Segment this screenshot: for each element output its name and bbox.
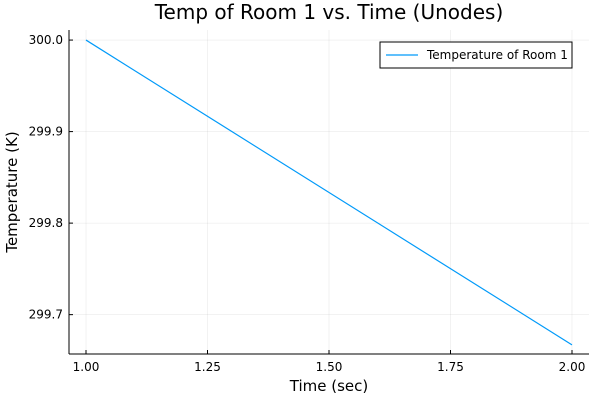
- y-tick-label: 300.0: [29, 33, 63, 47]
- chart-title: Temp of Room 1 vs. Time (Unodes): [154, 0, 504, 24]
- x-tick-label: 2.00: [559, 360, 586, 374]
- y-axis-label: Temperature (K): [3, 131, 21, 253]
- series-layer: [85, 39, 573, 346]
- x-tick-label: 1.75: [437, 360, 464, 374]
- x-tick-label: 1.25: [194, 360, 221, 374]
- legend-label: Temperature of Room 1: [426, 48, 568, 62]
- legend: Temperature of Room 1: [379, 41, 573, 69]
- y-tick-label: 299.9: [29, 125, 63, 139]
- x-tick-label: 1.00: [73, 360, 100, 374]
- series-line: [85, 39, 573, 346]
- x-tick-label: 1.50: [316, 360, 343, 374]
- y-tick-label: 299.8: [29, 216, 63, 230]
- y-tick-label: 299.7: [29, 308, 63, 322]
- x-axis-label: Time (sec): [289, 377, 368, 395]
- axis-ticks: 1.00 1.25 1.50 1.75 2.00 299.7 299.8 299.9 300.0: [29, 33, 586, 374]
